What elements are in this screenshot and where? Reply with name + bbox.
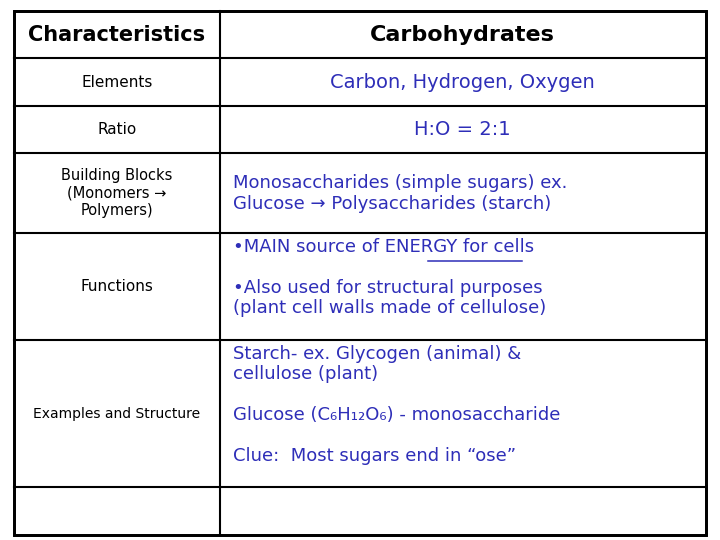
Text: Examples and Structure: Examples and Structure bbox=[33, 407, 201, 421]
Text: •Also used for structural purposes: •Also used for structural purposes bbox=[233, 279, 542, 297]
Text: Elements: Elements bbox=[81, 75, 153, 90]
Text: Carbohydrates: Carbohydrates bbox=[370, 24, 555, 45]
Text: Ratio: Ratio bbox=[97, 122, 137, 137]
Text: Glucose (C₆H₁₂O₆) - monosaccharide: Glucose (C₆H₁₂O₆) - monosaccharide bbox=[233, 406, 560, 424]
Text: (plant cell walls made of cellulose): (plant cell walls made of cellulose) bbox=[233, 299, 546, 318]
Text: Characteristics: Characteristics bbox=[28, 24, 206, 45]
Text: Building Blocks
(Monomers →
Polymers): Building Blocks (Monomers → Polymers) bbox=[61, 168, 173, 218]
Text: Carbon, Hydrogen, Oxygen: Carbon, Hydrogen, Oxygen bbox=[330, 72, 595, 92]
Text: Clue:  Most sugars end in “ose”: Clue: Most sugars end in “ose” bbox=[233, 447, 516, 465]
Text: Starch- ex. Glycogen (animal) &: Starch- ex. Glycogen (animal) & bbox=[233, 345, 521, 363]
FancyBboxPatch shape bbox=[14, 11, 706, 535]
Text: H:O = 2:1: H:O = 2:1 bbox=[414, 120, 511, 139]
Text: Monosaccharides (simple sugars) ex.
Glucose → Polysaccharides (starch): Monosaccharides (simple sugars) ex. Gluc… bbox=[233, 174, 567, 213]
Text: Functions: Functions bbox=[81, 279, 153, 294]
Text: •MAIN source of ENERGY for cells: •MAIN source of ENERGY for cells bbox=[233, 238, 534, 256]
Text: cellulose (plant): cellulose (plant) bbox=[233, 365, 378, 383]
